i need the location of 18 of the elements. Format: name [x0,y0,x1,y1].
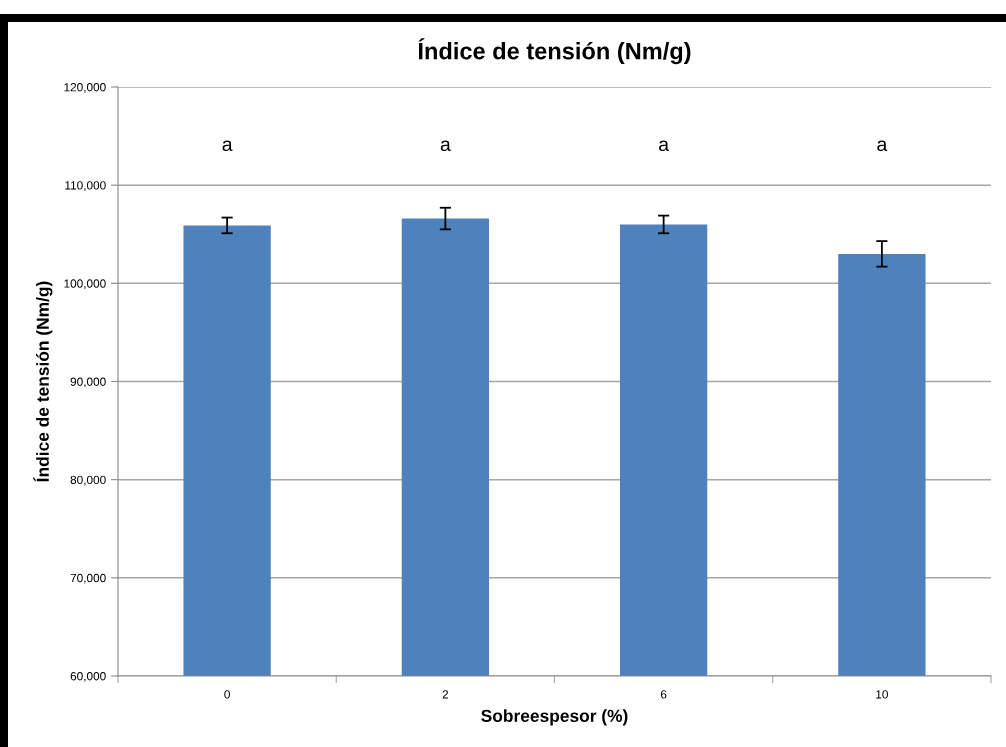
x-tick-label: 0 [224,690,230,699]
x-tick-label: 2 [442,690,449,699]
annotation: a [440,140,451,152]
y-tick-label: 60,000 [70,672,106,682]
y-axis-title: Índice de tensión (Nm/g) [33,281,53,482]
y-tick-label: 100,000 [64,279,106,290]
chart-title: Índice de tensión (Nm/g) [418,38,691,65]
annotation: a [659,140,670,152]
y-tick-label: 110,000 [65,181,106,191]
annotation: a [222,140,233,152]
y-tick-label: 80,000 [70,475,106,486]
y-tick-label: 120,000 [64,83,106,93]
y-tick-label: 70,000 [70,573,106,584]
x-tick-label: 10 [876,690,888,699]
x-axis-title: Sobreespesor (%) [481,709,628,726]
annotation: a [877,140,888,152]
y-tick-label: 90,000 [70,377,106,388]
x-tick-label: 6 [660,690,667,699]
